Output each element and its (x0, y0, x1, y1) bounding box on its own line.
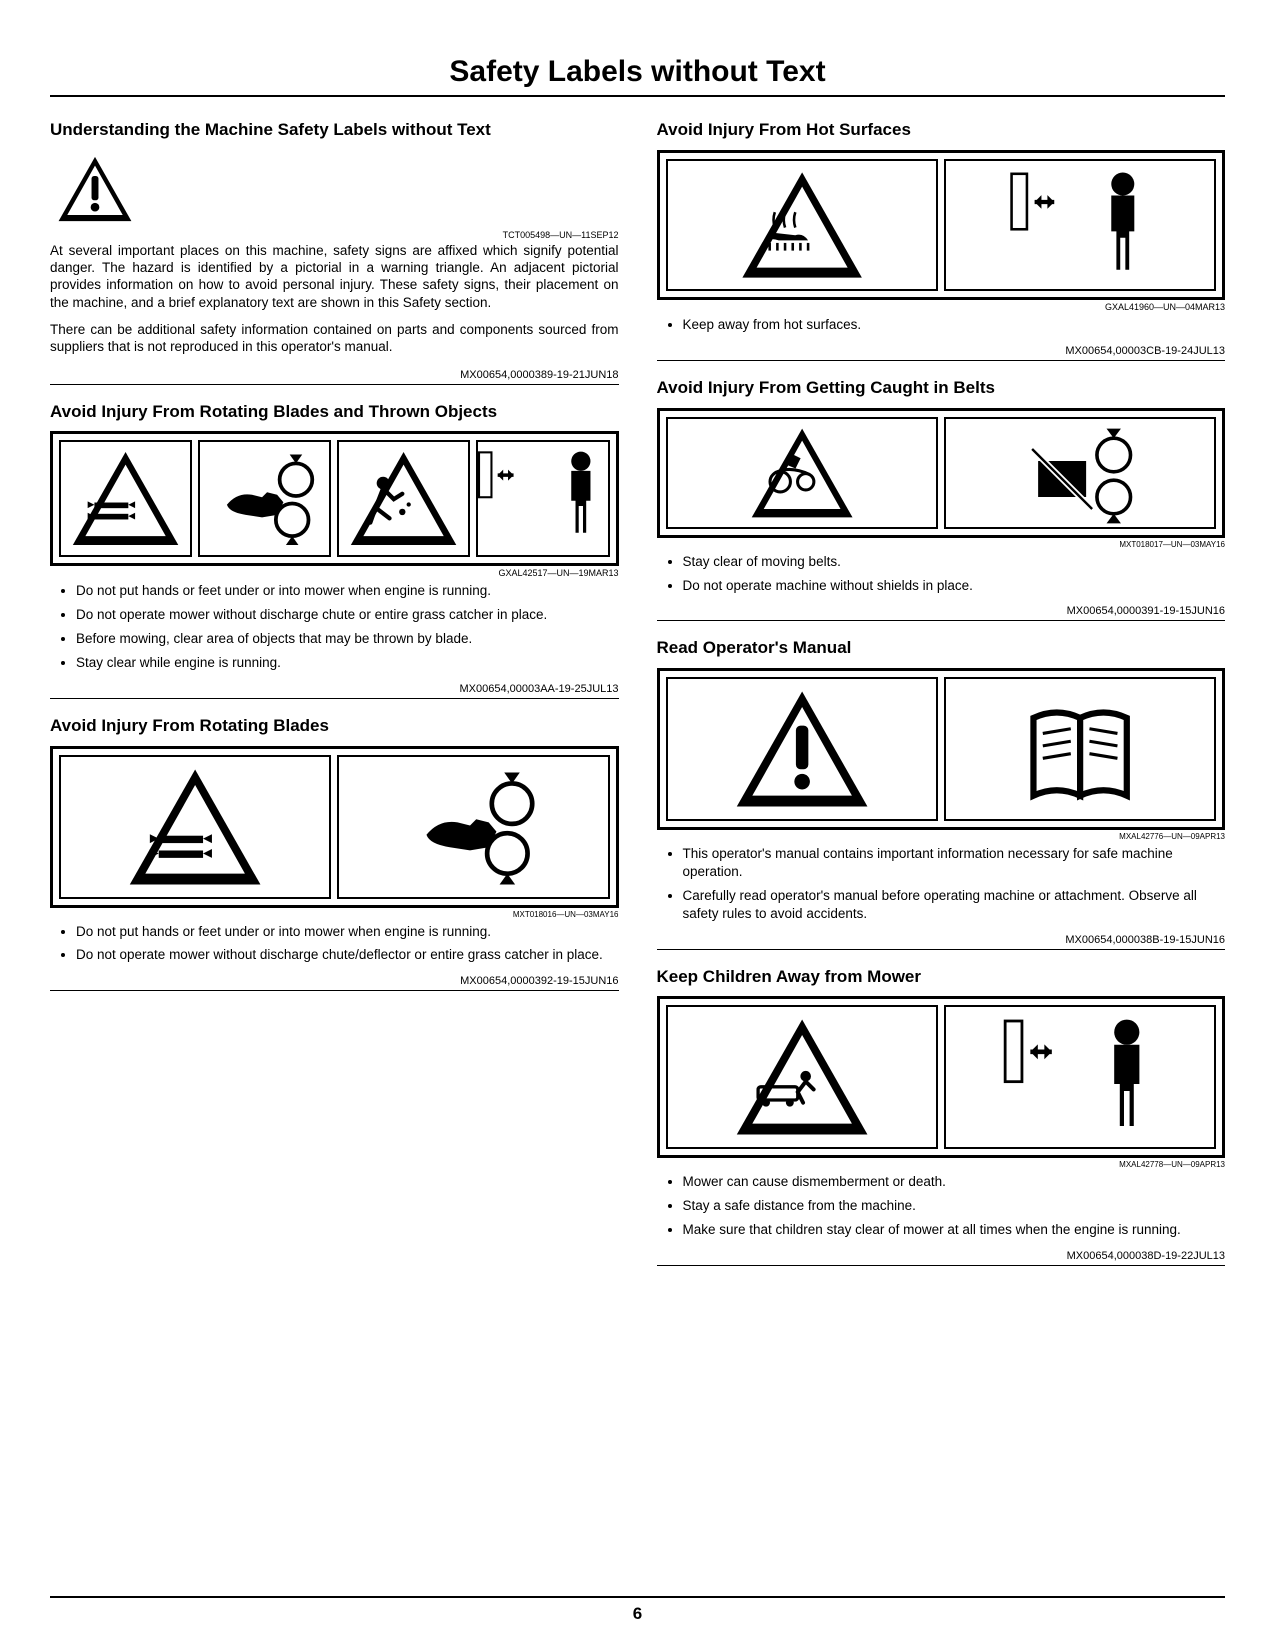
bullet-item: Make sure that children stay clear of mo… (683, 1221, 1226, 1239)
bullet-item: Keep away from hot surfaces. (683, 316, 1226, 334)
doc-code: MX00654,000038D-19-22JUL13 (657, 1247, 1226, 1266)
bullet-item: Stay clear while engine is running. (76, 654, 619, 672)
safety-label-manual (657, 668, 1226, 830)
safety-label-children (657, 996, 1226, 1158)
heading-rotating-blades: Avoid Injury From Rotating Blades (50, 715, 619, 738)
intro-para-1: At several important places on this mach… (50, 242, 619, 311)
bullet-item: Do not operate mower without discharge c… (76, 606, 619, 624)
bullet-item: Carefully read operator's manual before … (683, 887, 1226, 923)
safety-label-belts (657, 408, 1226, 538)
page-title: Safety Labels without Text (50, 55, 1225, 97)
doc-code: MX00654,000038B-19-15JUN16 (657, 931, 1226, 950)
bullet-item: Stay clear of moving belts. (683, 553, 1226, 571)
bullet-list: Keep away from hot surfaces. (657, 316, 1226, 334)
heading-hot-surfaces: Avoid Injury From Hot Surfaces (657, 119, 1226, 142)
doc-code: MX00654,00003CB-19-24JUL13 (657, 342, 1226, 361)
doc-code: MX00654,00003AA-19-25JUL13 (50, 680, 619, 699)
warning-triangle-icon (50, 150, 619, 228)
heading-children: Keep Children Away from Mower (657, 966, 1226, 989)
fig-code: GXAL42517—UN—19MAR13 (50, 568, 619, 578)
bullet-list: This operator's manual contains importan… (657, 845, 1226, 922)
bullet-list: Do not put hands or feet under or into m… (50, 923, 619, 965)
bullet-item: Do not operate mower without discharge c… (76, 946, 619, 964)
heading-understanding: Understanding the Machine Safety Labels … (50, 119, 619, 142)
bullet-list: Do not put hands or feet under or into m… (50, 582, 619, 671)
bullet-item: Do not put hands or feet under or into m… (76, 582, 619, 600)
bullet-item: Mower can cause dismemberment or death. (683, 1173, 1226, 1191)
fig-code: GXAL41960—UN—04MAR13 (657, 302, 1226, 312)
heading-rotating-thrown: Avoid Injury From Rotating Blades and Th… (50, 401, 619, 424)
doc-code: MX00654,0000392-19-15JUN16 (50, 972, 619, 991)
heading-read-manual: Read Operator's Manual (657, 637, 1226, 660)
bullet-item: Do not put hands or feet under or into m… (76, 923, 619, 941)
fig-code: MXT018016—UN—03MAY16 (50, 910, 619, 919)
page-number: 6 (50, 1596, 1225, 1624)
right-column: Avoid Injury From Hot Surfaces GXAL41960… (657, 119, 1226, 1282)
fig-code: TCT005498—UN—11SEP12 (50, 230, 619, 240)
fig-code: MXT018017—UN—03MAY16 (657, 540, 1226, 549)
doc-code: MX00654,0000391-19-15JUN16 (657, 602, 1226, 621)
safety-label-hot-surfaces (657, 150, 1226, 300)
bullet-item: Stay a safe distance from the machine. (683, 1197, 1226, 1215)
left-column: Understanding the Machine Safety Labels … (50, 119, 619, 1282)
fig-code: MXAL42778—UN—09APR13 (657, 1160, 1226, 1169)
safety-label-rotating-blades (50, 746, 619, 908)
heading-belts: Avoid Injury From Getting Caught in Belt… (657, 377, 1226, 400)
safety-label-rotating-thrown (50, 431, 619, 566)
bullet-list: Mower can cause dismemberment or death. … (657, 1173, 1226, 1238)
bullet-item: Before mowing, clear area of objects tha… (76, 630, 619, 648)
doc-code: MX00654,0000389-19-21JUN18 (50, 366, 619, 385)
content-columns: Understanding the Machine Safety Labels … (50, 119, 1225, 1282)
intro-para-2: There can be additional safety informati… (50, 321, 619, 356)
bullet-list: Stay clear of moving belts. Do not opera… (657, 553, 1226, 595)
bullet-item: This operator's manual contains importan… (683, 845, 1226, 881)
fig-code: MXAL42776—UN—09APR13 (657, 832, 1226, 841)
bullet-item: Do not operate machine without shields i… (683, 577, 1226, 595)
